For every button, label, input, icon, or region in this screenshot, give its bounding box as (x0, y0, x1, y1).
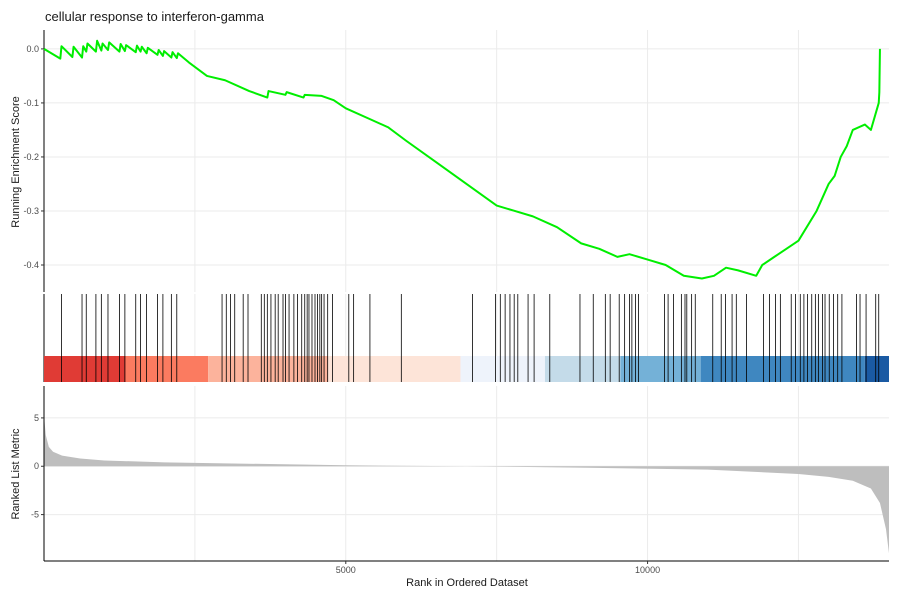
color-band (44, 356, 126, 382)
x-tick-label: 5000 (336, 565, 356, 575)
y-tick-label: -5 (31, 510, 39, 520)
ranked-metric-panel: 5 0 -5 5000 10000 Ranked List Metric Rank i… (10, 386, 889, 589)
gene-hit-ticks (61, 294, 880, 382)
ranked-y-ticks: 5 0 -5 (31, 413, 44, 520)
color-band (327, 356, 461, 382)
ranked-metric-area (44, 415, 889, 554)
color-band (864, 356, 889, 382)
y-tick-label: -0.1 (23, 98, 39, 108)
x-tick-label: 10000 (635, 565, 660, 575)
enrichment-score-panel: 0.0 -0.1 -0.2 -0.3 -0.4 Running Enrichment S… (10, 30, 889, 292)
x-axis-label: Rank in Ordered Dataset (406, 577, 528, 589)
gene-hits-panel (43, 294, 889, 382)
enrichment-score-line (43, 39, 881, 280)
ranked-gridlines (44, 386, 889, 561)
y-tick-label: 5 (34, 413, 39, 423)
ranked-y-label: Ranked List Metric (10, 428, 22, 520)
color-band (208, 356, 328, 382)
y-tick-label: 0.0 (26, 44, 39, 54)
chart-title: cellular response to interferon-gamma (45, 9, 265, 24)
y-tick-label: -0.3 (23, 206, 39, 216)
y-tick-label: -0.2 (23, 152, 39, 162)
y-tick-label: 0 (34, 461, 39, 471)
enrichment-y-ticks: 0.0 -0.1 -0.2 -0.3 -0.4 (23, 44, 44, 270)
ranked-x-ticks: 5000 10000 (336, 561, 660, 575)
enrichment-gridlines (44, 30, 889, 292)
rank-color-bar (44, 356, 889, 382)
color-band (544, 356, 621, 382)
y-tick-label: -0.4 (23, 260, 39, 270)
color-band (125, 356, 209, 382)
color-band (460, 356, 545, 382)
enrichment-y-label: Running Enrichment Score (10, 96, 22, 227)
color-band (620, 356, 701, 382)
